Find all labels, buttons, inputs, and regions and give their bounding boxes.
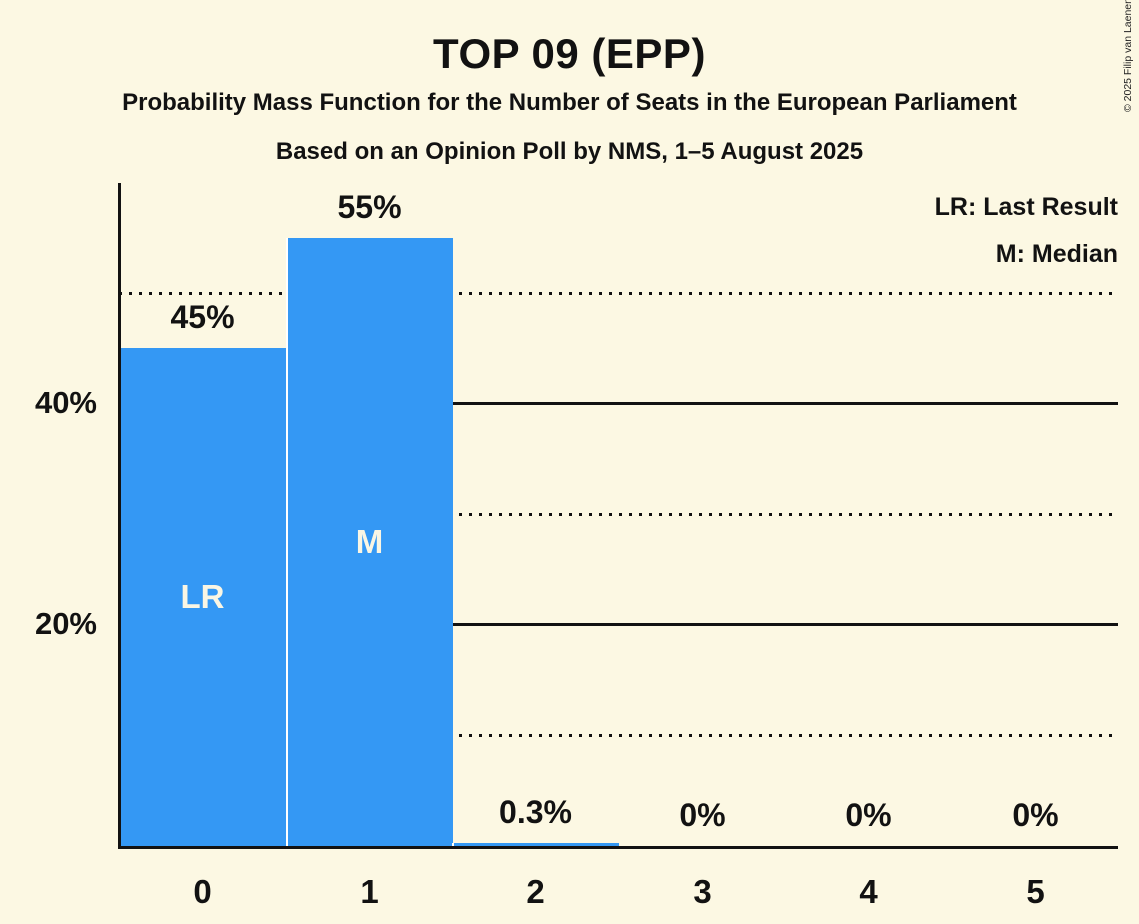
value-label-0: 45% <box>170 299 235 335</box>
chart-title: TOP 09 (EPP) <box>433 30 706 77</box>
y-axis-line <box>118 183 121 849</box>
gridline-solid-40 <box>119 402 1118 405</box>
gridline-dotted-10 <box>119 734 1118 737</box>
chart-subtitle: Probability Mass Function for the Number… <box>122 89 1017 116</box>
bar-annotation-lr: LR <box>180 578 225 615</box>
legend-last-result: LR: Last Result <box>934 193 1118 221</box>
bar-seats-1 <box>286 238 453 847</box>
bar-seats-0 <box>119 348 286 847</box>
x-tick-label-4: 4 <box>859 873 878 910</box>
x-tick-label-5: 5 <box>1026 873 1045 910</box>
value-label-1: 55% <box>337 189 402 225</box>
value-label-2: 0.3% <box>499 794 572 830</box>
x-tick-label-2: 2 <box>526 873 545 910</box>
gridline-dotted-50 <box>119 292 1118 295</box>
chart-legend: LR: Last Result M: Median <box>935 184 1118 278</box>
bar-annotation-m: M <box>355 523 384 560</box>
gridline-solid-20 <box>119 623 1118 626</box>
legend-median: M: Median <box>995 240 1118 268</box>
x-tick-label-3: 3 <box>693 873 712 910</box>
x-tick-label-1: 1 <box>360 873 379 910</box>
bar-seats-2 <box>452 843 619 847</box>
x-tick-label-0: 0 <box>193 873 212 910</box>
x-axis-line <box>118 846 1118 849</box>
y-tick-label-20: 20% <box>34 606 97 641</box>
value-label-3: 0% <box>679 797 726 833</box>
value-label-5: 0% <box>1012 797 1059 833</box>
y-tick-label-40: 40% <box>34 385 97 420</box>
copyright-text: © 2025 Filip van Laenen <box>1122 0 1134 112</box>
gridline-dotted-30 <box>119 513 1118 516</box>
chart-poll-note: Based on an Opinion Poll by NMS, 1–5 Aug… <box>275 138 864 165</box>
value-label-4: 0% <box>845 797 892 833</box>
